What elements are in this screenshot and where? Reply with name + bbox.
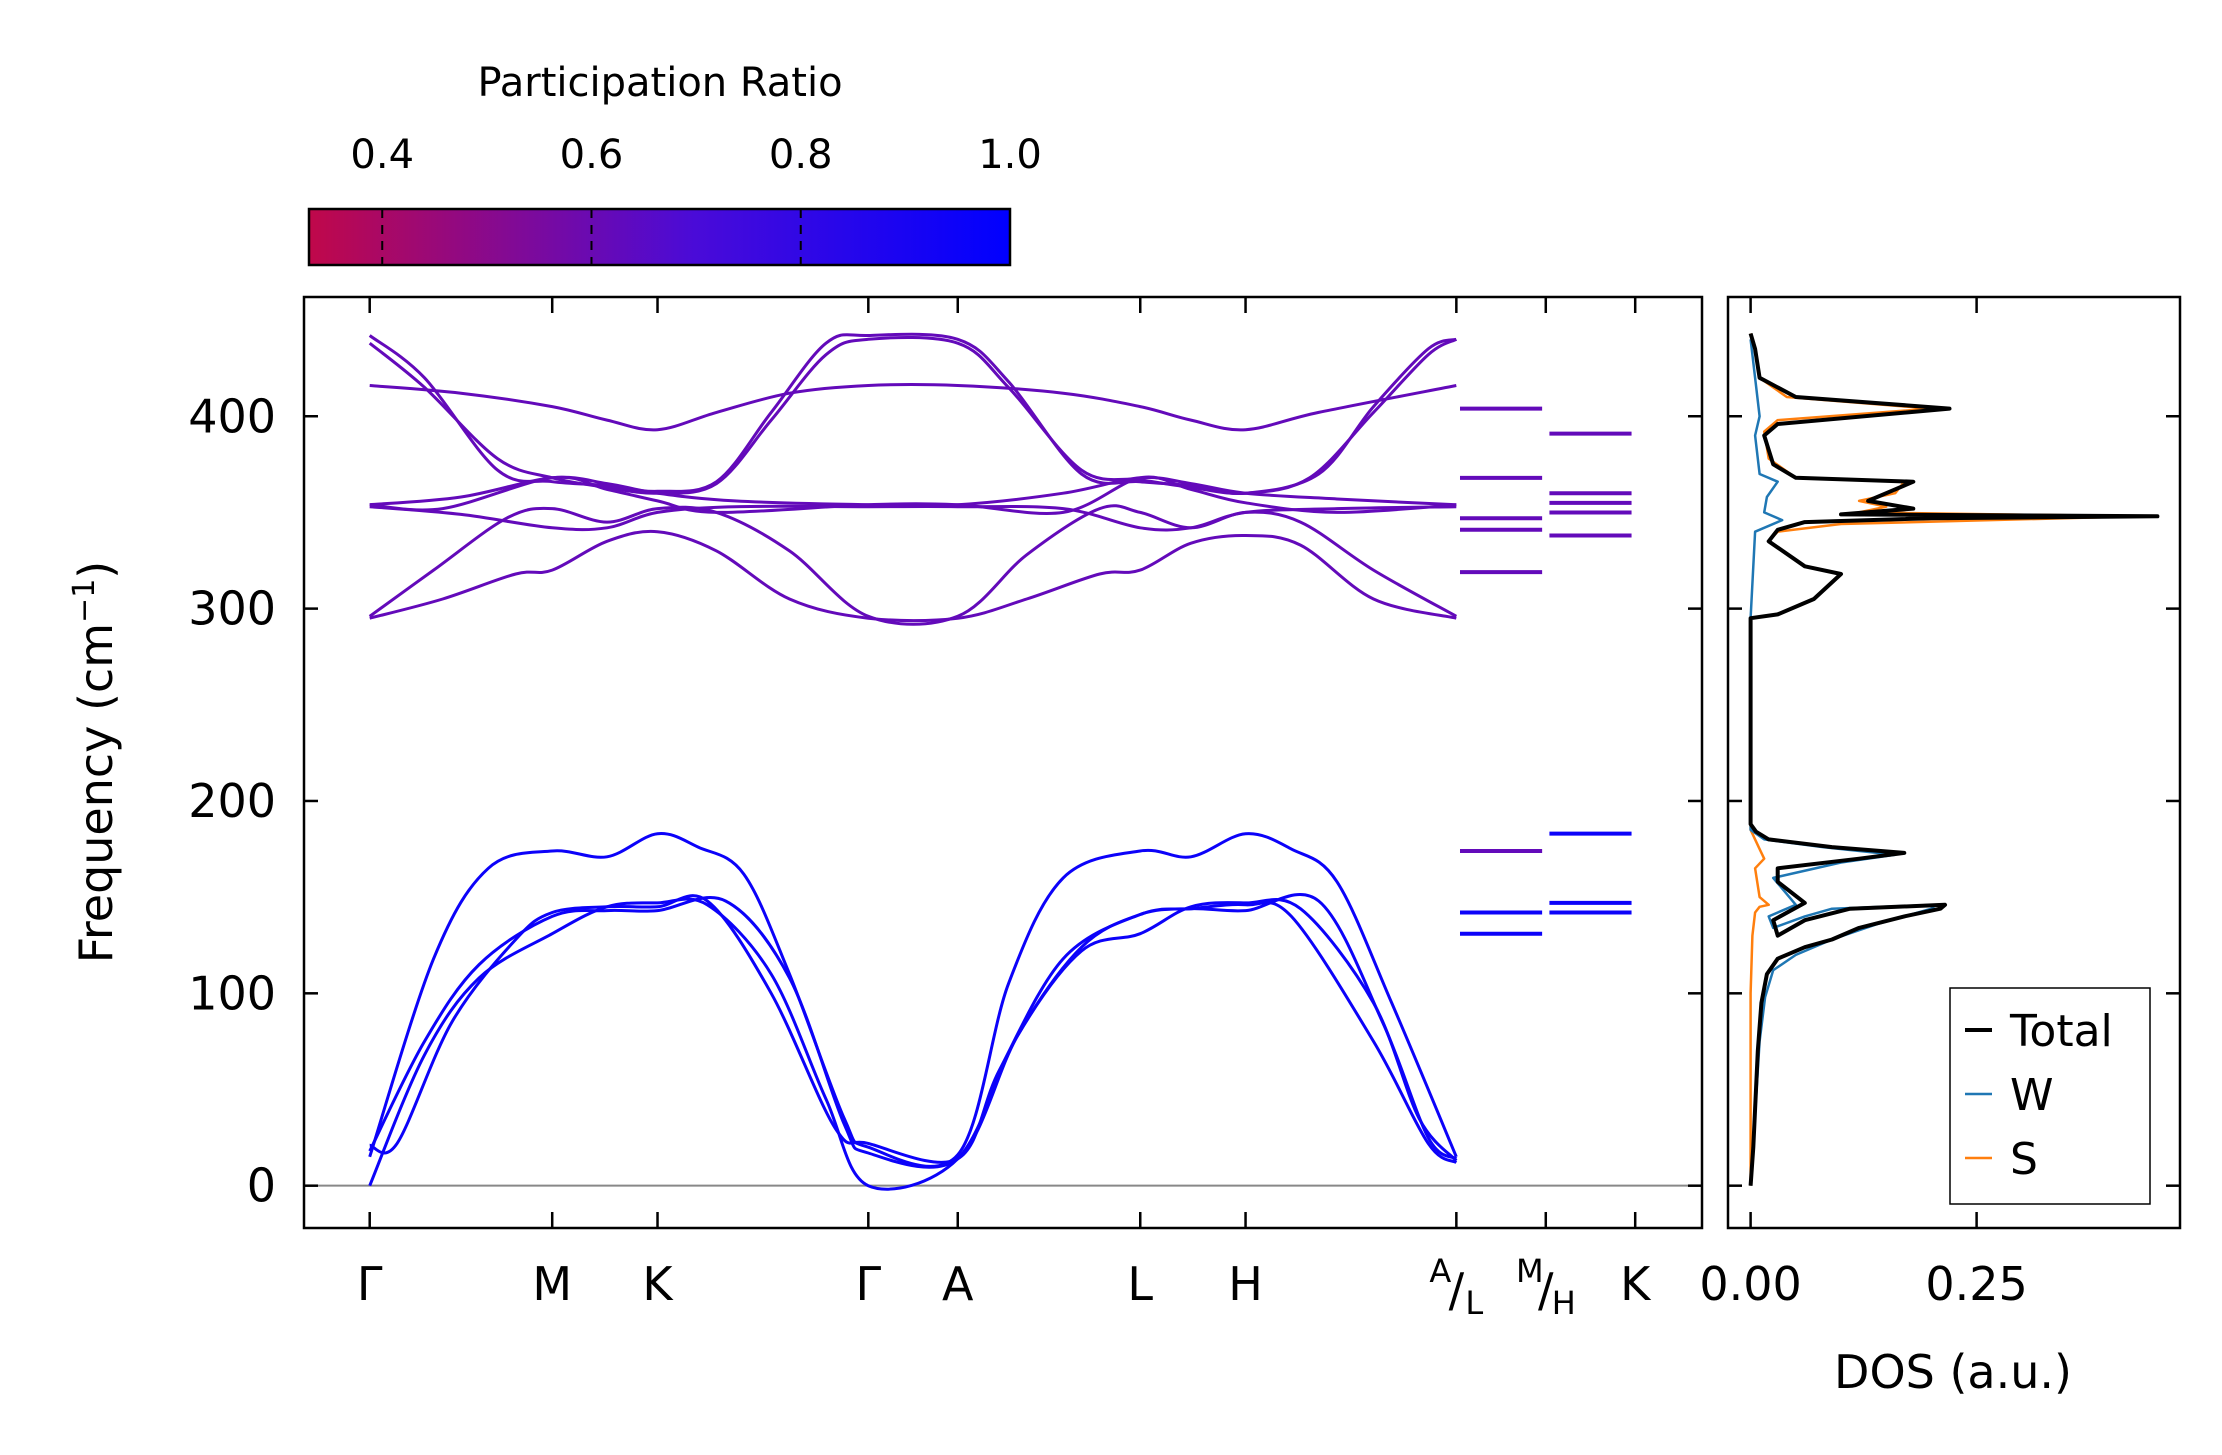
colorbar-tick-label: 1.0 — [978, 132, 1042, 178]
x-tick-label: K — [642, 1257, 674, 1311]
band-optical-1 — [369, 529, 1457, 623]
x-tick-label: Γ — [855, 1257, 881, 1311]
dos-curve-w — [1749, 339, 1938, 1186]
x-tick-label-top: A — [1429, 1252, 1451, 1290]
band-plot-frame — [302, 295, 1704, 1230]
y-tick-label: 400 — [188, 389, 276, 443]
x-tick-label-slash: / — [1449, 1263, 1465, 1317]
x-tick-label-bottom: L — [1465, 1284, 1483, 1322]
y-tick-label: 0 — [247, 1159, 276, 1213]
dos-plot-frame — [1726, 295, 2182, 1230]
y-tick-label: 200 — [188, 774, 276, 828]
colorbar-tick-label: 0.4 — [350, 132, 414, 178]
x-tick-label: Γ — [357, 1257, 383, 1311]
colorbar-tick-label: 0.6 — [560, 132, 624, 178]
legend-frame — [1949, 987, 2151, 1205]
dos-panel: 0.00 0.25 DOS (a.u.) Total WS — [1699, 295, 2182, 1399]
x-tick-label: A — [942, 1257, 974, 1311]
legend-label-total: Total — [2009, 1006, 2113, 1057]
x-tick-label-combined: M/H — [1516, 1252, 1576, 1322]
colorbar-title: Participation Ratio — [477, 60, 842, 106]
dos-legend: Total WS — [1949, 987, 2151, 1205]
dos-curve-total — [1748, 332, 2160, 1186]
band-optical-2 — [368, 504, 1458, 626]
colorbar-tick-label: 0.8 — [769, 132, 833, 178]
dos-x-tick-label: 0.00 — [1699, 1257, 1801, 1311]
dos-x-axis-label: DOS (a.u.) — [1834, 1345, 2072, 1399]
legend-label-s: S — [2010, 1134, 2038, 1185]
y-axis-label: Frequency (cm−1) — [67, 561, 123, 964]
band-optical-8 — [368, 332, 1457, 495]
x-tick-label-bottom: H — [1552, 1284, 1576, 1322]
band-acoustic-4 — [368, 832, 1458, 1168]
band-acoustic-1 — [368, 897, 1458, 1191]
band-optical-7 — [368, 336, 1458, 496]
x-tick-label: M — [532, 1257, 572, 1311]
colorbar-gradient — [307, 207, 1012, 267]
x-tick-label-slash: / — [1538, 1263, 1554, 1317]
x-tick-label: K — [1620, 1257, 1652, 1311]
x-tick-label: H — [1228, 1257, 1263, 1311]
x-tick-label-top: M — [1516, 1252, 1544, 1290]
dos-x-tick-label: 0.25 — [1925, 1257, 2027, 1311]
colorbar: Participation Ratio 0.4 0.6 0.8 1.0 — [307, 60, 1042, 267]
band-acoustic-3 — [369, 894, 1458, 1164]
y-tick-label: 100 — [188, 966, 276, 1020]
x-tick-label: L — [1127, 1257, 1153, 1311]
band-acoustic-2 — [368, 893, 1458, 1169]
y-tick-label: 300 — [188, 582, 276, 636]
legend-label-w: W — [2010, 1070, 2054, 1121]
band-optical-6 — [369, 383, 1457, 432]
x-tick-label-combined: A/L — [1429, 1252, 1483, 1322]
